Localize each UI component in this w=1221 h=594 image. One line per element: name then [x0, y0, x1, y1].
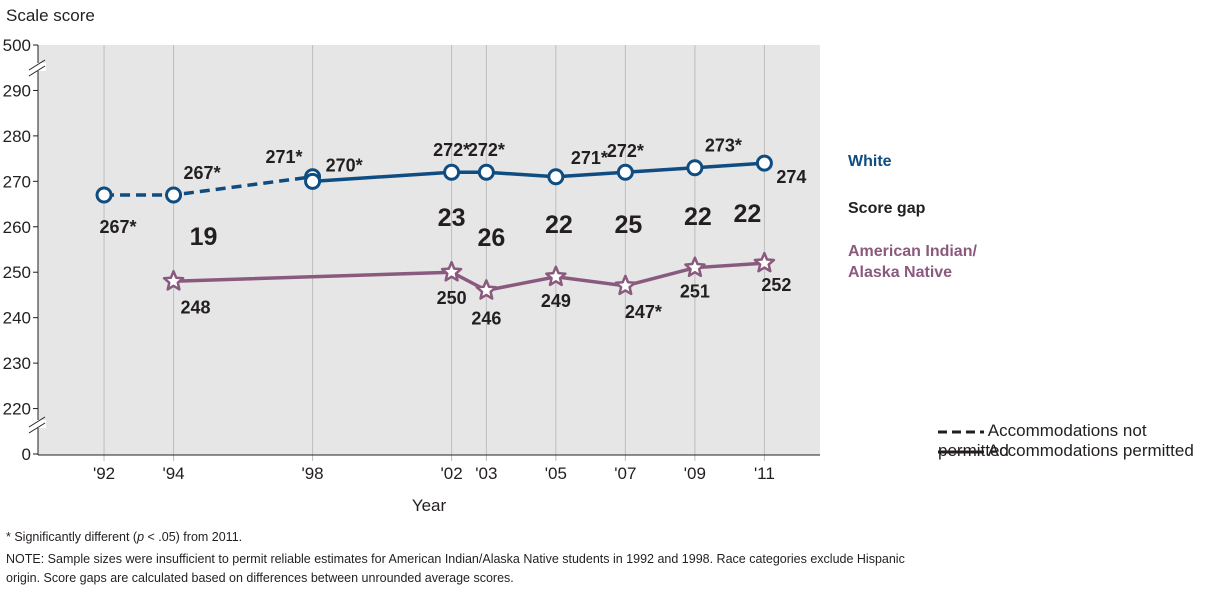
aian-point-4 [614, 274, 637, 296]
legend-aian-label: American Indian/ Alaska Native [848, 241, 977, 283]
score-gap-value-4: 25 [614, 211, 642, 239]
sample-size-note: NOTE: Sample sizes were insufficient to … [6, 552, 905, 566]
white-point-5 [477, 163, 495, 181]
y-tick-label-5: 250 [3, 263, 31, 282]
legend-solid-label: Accommodations permitted [987, 441, 1194, 460]
white-data-label-9: 274 [776, 167, 806, 187]
white-data-label-4: 272* [433, 140, 470, 160]
x-tick-label-7: '09 [684, 464, 706, 483]
score-gap-value-0: 19 [190, 223, 218, 251]
x-tick-labels: '92 '94 '98 '02 '03 '05 '07 '09 '11 [93, 464, 775, 483]
aian-data-label-6: 252 [761, 275, 791, 295]
score-gap-value-5: 22 [684, 203, 712, 231]
aian-data-label-3: 249 [541, 291, 571, 311]
legend-dashed: Accommodations not permitted [938, 421, 1221, 461]
white-data-label-2: 271* [266, 147, 303, 167]
y-tick-label-2: 280 [3, 127, 31, 146]
aian-data-label-5: 251 [680, 282, 710, 302]
axis-break-mark-a-1 [28, 416, 46, 428]
white-data-label-1: 267* [184, 163, 221, 183]
y-axis-label: Scale score [6, 6, 95, 25]
y-tick-label-6: 240 [3, 309, 31, 328]
score-gap-value-3: 22 [545, 211, 573, 239]
solid-line-swatch [938, 450, 984, 454]
white-point-9 [755, 154, 773, 172]
aian-point-1 [440, 260, 463, 282]
y-tick-label-3: 270 [3, 172, 31, 191]
axis-break-gap-1 [30, 420, 46, 428]
x-tick-label-0: '92 [93, 464, 115, 483]
x-axis-label: Year [412, 496, 447, 515]
white-data-label-5: 272* [468, 140, 505, 160]
axis-break-mark-b-0 [28, 65, 46, 77]
white-point-0 [95, 186, 113, 204]
y-tick-label-7: 230 [3, 354, 31, 373]
aian-point-0 [162, 270, 185, 291]
aian-data-label-4: 247* [625, 302, 662, 322]
plot-background [38, 45, 820, 455]
x-tick-label-3: '02 [441, 464, 463, 483]
legend-aian-line2: Alaska Native [848, 264, 953, 281]
aian-data-label-2: 246 [471, 308, 501, 328]
axes [28, 44, 820, 456]
legend-score-gap-label: Score gap [848, 200, 926, 217]
x-tick-label-1: '94 [162, 464, 184, 483]
aian-point-5 [684, 256, 706, 278]
y-tick-labels: 500 290 280 270 260 250 240 230 220 0 [3, 36, 31, 464]
aian-point-2 [475, 279, 498, 300]
y-tick-label-4: 260 [3, 218, 31, 237]
white-point-6 [547, 168, 565, 186]
score-gap-labels: 19 23 26 22 25 22 22 [190, 200, 762, 252]
white-data-label-0: 267* [100, 217, 137, 237]
score-gap-note: origin. Score gaps are calculated based … [6, 571, 514, 585]
axis-break-gap-0 [30, 63, 46, 71]
white-data-label-8: 273* [705, 136, 742, 156]
data-labels: 267*267*271* 270*272*272* 271*272* 273*2742… [100, 136, 807, 329]
white-data-label-6: 271* [571, 148, 608, 168]
y-tick-label-8: 220 [3, 400, 31, 419]
axis-break-mark-a-0 [28, 59, 46, 71]
series-markers [95, 154, 776, 300]
aian-data-label-0: 248 [181, 297, 211, 317]
score-gap-value-6: 22 [733, 200, 761, 228]
x-tick-label-6: '07 [614, 464, 636, 483]
aian-point-3 [545, 265, 567, 287]
y-tick-label-0: 500 [3, 36, 31, 55]
white-point-8 [686, 159, 704, 177]
score-gap-value-1: 23 [438, 204, 466, 232]
white-point-1 [165, 186, 183, 204]
white-data-label-7: 272* [607, 141, 644, 161]
x-tick-label-5: '05 [545, 464, 567, 483]
white-point-3 [304, 172, 322, 190]
white-point-7 [616, 163, 634, 181]
legend-dashed-label: Accommodations not permitted [938, 421, 1147, 460]
legend-aian-line1: American Indian/ [848, 243, 977, 260]
y-tick-label-1: 290 [3, 81, 31, 100]
x-tick-label-4: '03 [475, 464, 497, 483]
aian-data-label-1: 250 [437, 288, 467, 308]
score-gap-value-2: 26 [477, 224, 505, 252]
x-tick-label-2: '98 [301, 464, 323, 483]
aian-point-6 [753, 251, 776, 273]
legend-solid: Accommodations permitted [938, 441, 1194, 461]
axis-break-mark-b-1 [28, 422, 46, 434]
significance-note: * Significantly different (p < .05) from… [6, 530, 243, 544]
dashed-line-swatch [938, 430, 984, 434]
legend-white-label: White [848, 153, 892, 170]
y-tick-label-9: 0 [22, 445, 31, 464]
x-tick-label-8: '11 [754, 464, 775, 483]
white-data-label-3: 270* [326, 155, 363, 175]
white-point-4 [443, 163, 461, 181]
